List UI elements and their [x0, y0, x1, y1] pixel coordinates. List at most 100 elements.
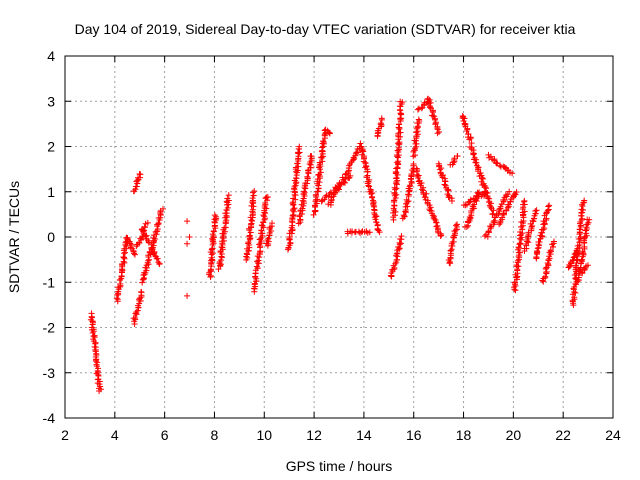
- data-point: [269, 220, 276, 227]
- data-point: [450, 159, 457, 166]
- data-point: [418, 105, 425, 112]
- data-point: [398, 110, 405, 117]
- chart-title: Day 104 of 2019, Sidereal Day-to-day VTE…: [75, 21, 576, 37]
- data-point: [127, 244, 134, 251]
- data-point: [141, 224, 148, 231]
- data-point: [490, 207, 497, 214]
- data-point: [317, 169, 324, 176]
- data-point: [249, 189, 256, 196]
- x-axis-label: GPS time / hours: [286, 458, 393, 474]
- data-point: [403, 196, 410, 203]
- data-point: [506, 188, 513, 195]
- data-point: [250, 192, 257, 199]
- data-point: [472, 159, 479, 166]
- data-point: [434, 130, 441, 137]
- data-point: [160, 205, 167, 212]
- data-point: [299, 205, 306, 212]
- data-point: [545, 256, 552, 263]
- data-point: [319, 158, 326, 165]
- data-point: [116, 276, 123, 283]
- data-points: [87, 95, 593, 395]
- data-point: [504, 191, 511, 198]
- data-point: [584, 262, 591, 269]
- data-point: [489, 211, 496, 218]
- data-point: [369, 194, 376, 201]
- data-point: [96, 388, 103, 395]
- data-point: [376, 229, 383, 236]
- data-point: [308, 153, 315, 160]
- data-point: [186, 234, 193, 240]
- y-tick-label: 1: [47, 184, 55, 200]
- data-point: [569, 257, 576, 264]
- data-point: [248, 217, 255, 224]
- data-point: [259, 222, 266, 229]
- data-point: [413, 129, 420, 136]
- data-point: [319, 144, 326, 151]
- data-point: [264, 194, 271, 200]
- data-point: [459, 115, 466, 122]
- data-point: [368, 190, 375, 197]
- data-point: [150, 232, 157, 239]
- data-point: [496, 162, 503, 169]
- data-point: [156, 261, 163, 268]
- data-point: [410, 162, 417, 169]
- data-point: [394, 151, 401, 158]
- data-point: [463, 127, 470, 134]
- data-point: [360, 148, 367, 155]
- data-point: [154, 255, 161, 262]
- data-point: [139, 279, 146, 286]
- data-point: [143, 267, 150, 274]
- data-point: [312, 191, 319, 198]
- data-point: [297, 216, 304, 223]
- data-point: [436, 128, 443, 135]
- data-point: [466, 136, 473, 143]
- data-point: [139, 233, 146, 240]
- data-point: [255, 257, 262, 264]
- data-point: [155, 220, 162, 227]
- data-point: [93, 361, 100, 368]
- data-point: [512, 191, 519, 198]
- data-point: [436, 166, 443, 173]
- data-point: [224, 195, 231, 202]
- data-point: [513, 262, 520, 269]
- data-point: [287, 239, 294, 246]
- data-point: [154, 221, 161, 228]
- data-point: [438, 165, 445, 172]
- data-point: [547, 247, 554, 254]
- data-point: [137, 295, 144, 302]
- data-point: [291, 183, 298, 190]
- data-point: [144, 219, 151, 226]
- data-point: [254, 258, 261, 265]
- data-point: [423, 190, 430, 197]
- data-point: [296, 143, 303, 150]
- data-point: [470, 151, 477, 158]
- data-point: [148, 245, 155, 252]
- data-point: [413, 140, 420, 147]
- y-tick-label: -4: [43, 410, 56, 426]
- data-point: [484, 189, 491, 196]
- data-point: [258, 222, 265, 229]
- data-point: [328, 197, 335, 204]
- data-point: [511, 284, 518, 291]
- data-point: [441, 181, 448, 188]
- data-point: [500, 210, 507, 217]
- data-point: [363, 174, 370, 181]
- y-tick-label: 2: [47, 139, 55, 155]
- data-point: [307, 161, 314, 168]
- data-point: [366, 229, 373, 236]
- data-point: [414, 123, 421, 130]
- data-point: [314, 188, 321, 195]
- data-point: [551, 238, 557, 245]
- data-point: [291, 205, 298, 212]
- data-point: [134, 177, 141, 184]
- data-point: [509, 170, 516, 177]
- data-point: [414, 106, 421, 113]
- x-tick-label: 4: [111, 427, 119, 443]
- y-axis-label: SDTVAR / TECUs: [6, 181, 22, 293]
- data-point: [138, 289, 145, 296]
- y-tick-label: -1: [43, 274, 56, 290]
- data-point: [483, 189, 490, 196]
- x-tick-label: 2: [61, 427, 69, 443]
- data-point: [265, 235, 272, 242]
- x-tick-label: 6: [161, 427, 169, 443]
